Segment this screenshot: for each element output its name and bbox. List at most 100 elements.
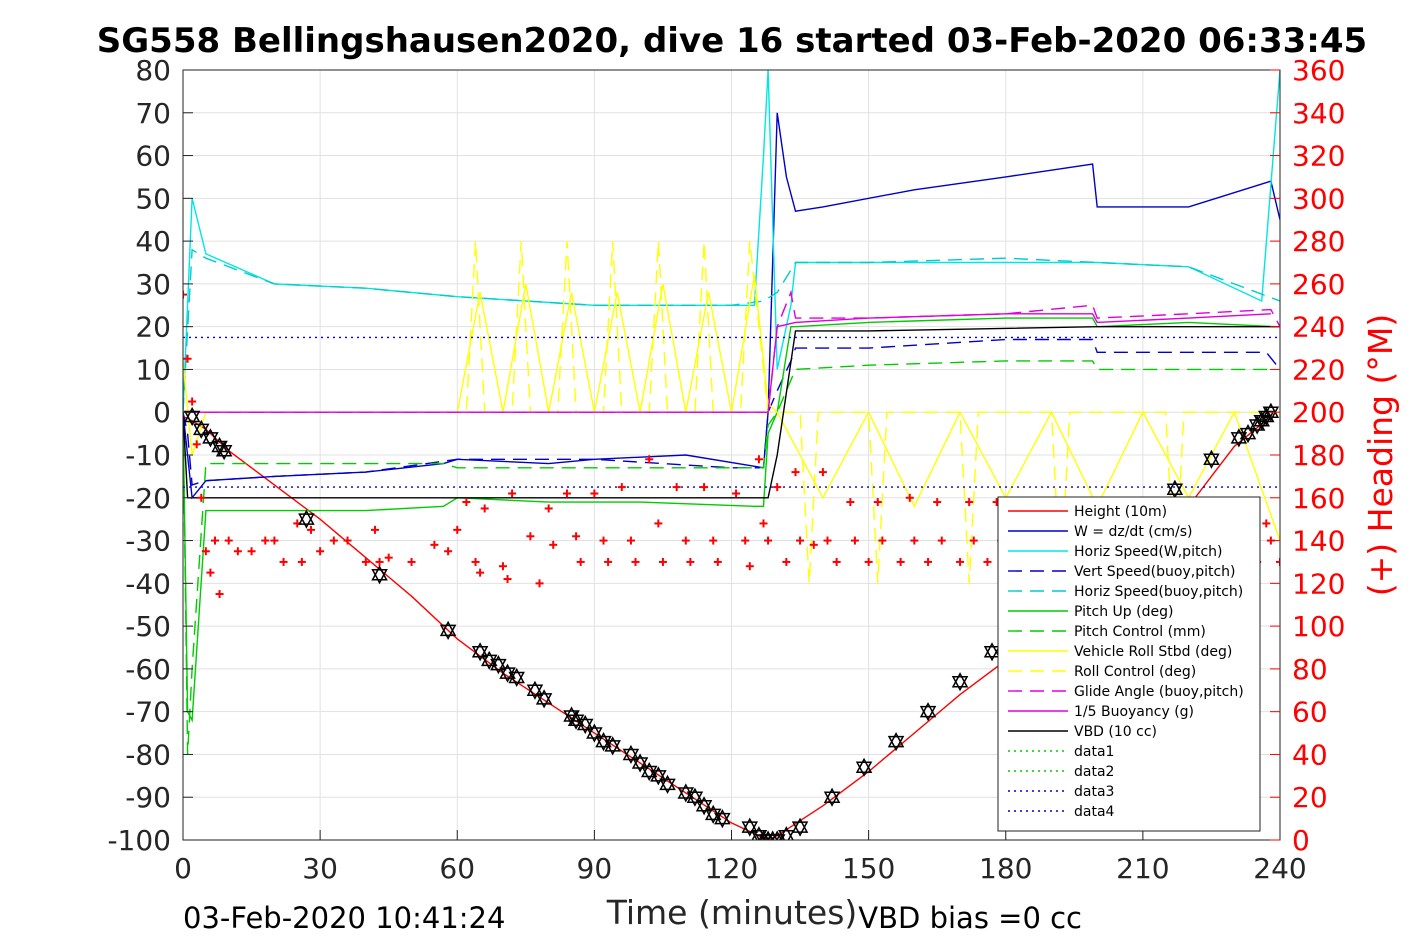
heading-marker — [983, 557, 992, 566]
heading-marker — [937, 536, 946, 545]
heading-marker — [462, 498, 471, 507]
legend: Height (10m) W = dz/dt (cm/s) Horiz Speed(… — [997, 496, 1261, 832]
footer-timestamp: 03-Feb-2020 10:41:24 — [183, 901, 505, 935]
depth-fix-marker — [1262, 402, 1280, 422]
heading-marker — [247, 547, 256, 556]
heading-marker — [1276, 557, 1280, 566]
heading-marker — [873, 498, 882, 507]
heading-marker — [562, 489, 571, 498]
heading-marker — [850, 536, 859, 545]
depth-fix-marker — [714, 809, 731, 829]
heading-marker — [498, 562, 507, 571]
y-tick-label: -20 — [125, 482, 171, 515]
heading-marker — [306, 525, 315, 534]
depth-fix-marker — [604, 736, 621, 756]
heading-marker — [709, 536, 718, 545]
right-tick-label: 300 — [1292, 182, 1345, 215]
heading-marker — [206, 568, 215, 577]
heading-marker — [224, 536, 233, 545]
depth-fix-marker — [695, 796, 713, 816]
heading-marker — [535, 579, 544, 588]
series-line — [183, 313, 1271, 413]
heading-marker — [297, 557, 306, 566]
heading-marker — [759, 519, 768, 528]
right-tick-label: 240 — [1292, 311, 1345, 344]
y-tick-label: -60 — [125, 653, 171, 686]
depth-fix-marker — [887, 732, 905, 752]
legend-entry: Vert Speed(buoy,pitch) — [1074, 564, 1236, 580]
right-tick-label: 160 — [1292, 482, 1345, 515]
right-tick-label: 80 — [1292, 653, 1328, 686]
heading-marker — [471, 557, 480, 566]
heading-marker — [956, 557, 965, 566]
depth-fix-marker — [1166, 479, 1184, 499]
heading-marker — [526, 532, 535, 541]
x-axis-label: Time (minutes) — [606, 893, 858, 932]
depth-fix-marker — [535, 689, 553, 709]
x-tick-label: 90 — [577, 852, 613, 885]
x-tick-label: 240 — [1253, 852, 1306, 885]
y-tick-label: 80 — [135, 54, 171, 87]
right-tick-label: 120 — [1292, 567, 1345, 600]
depth-fix-marker — [526, 680, 544, 700]
right-tick-label: 60 — [1292, 696, 1328, 729]
right-axis-label: (+) Heading (°M) — [1361, 314, 1400, 596]
depth-fix-marker — [508, 667, 525, 688]
heading-marker — [631, 557, 640, 566]
right-tick-label: 220 — [1292, 353, 1345, 386]
depth-fix-marker — [202, 428, 219, 448]
y-tick-label: 0 — [153, 396, 171, 429]
heading-marker — [197, 493, 206, 502]
heading-marker — [503, 575, 512, 584]
heading-marker — [764, 536, 773, 545]
heading-marker — [823, 536, 832, 545]
depth-fix-marker — [983, 642, 1001, 662]
y-tick-label: 10 — [135, 353, 171, 386]
heading-marker — [672, 483, 681, 492]
depth-fix-marker — [490, 655, 507, 675]
heading-marker — [686, 557, 695, 566]
heading-marker — [933, 498, 942, 507]
depth-fix-marker — [855, 757, 873, 777]
depth-fix-marker — [1239, 424, 1257, 444]
heading-marker — [965, 498, 974, 507]
legend-entry: Horiz Speed(buoy,pitch) — [1074, 584, 1243, 600]
x-axis-ticks: 0 30 60 90 120 150 180 210 240 — [174, 830, 1307, 885]
depth-fix-marker — [215, 441, 233, 461]
heading-marker — [233, 547, 242, 556]
depth-fix-marker — [183, 406, 201, 427]
heading-marker — [215, 590, 224, 599]
heading-marker — [343, 536, 352, 545]
legend-entry: data1 — [1074, 744, 1114, 760]
y-tick-label: -40 — [125, 567, 171, 600]
series-line — [183, 248, 1280, 413]
legend-entry: data3 — [1074, 784, 1114, 800]
heading-marker — [741, 536, 750, 545]
y-tick-label: 70 — [135, 97, 171, 130]
right-tick-label: 260 — [1292, 268, 1345, 301]
depth-fix-marker — [631, 753, 649, 773]
legend-entry: VBD (10 cc) — [1074, 724, 1157, 740]
y-tick-label: 30 — [135, 268, 171, 301]
y-tick-label: 50 — [135, 182, 171, 215]
right-tick-label: 320 — [1292, 140, 1345, 173]
heading-marker — [681, 536, 690, 545]
legend-box — [997, 496, 1261, 832]
heading-marker — [796, 536, 805, 545]
heading-marker — [818, 468, 827, 477]
heading-marker — [329, 536, 338, 545]
right-tick-label: 0 — [1292, 824, 1310, 857]
heading-marker — [905, 493, 914, 502]
x-tick-label: 150 — [842, 852, 895, 885]
legend-entry: Vehicle Roll Stbd (deg) — [1074, 644, 1232, 660]
heading-marker — [210, 536, 219, 545]
series-line — [183, 317, 1276, 723]
right-tick-label: 360 — [1292, 54, 1345, 87]
heading-marker — [773, 483, 782, 492]
heading-marker — [183, 290, 187, 299]
right-tick-label: 140 — [1292, 525, 1345, 558]
depth-fix-marker — [650, 766, 667, 786]
legend-entry: Pitch Control (mm) — [1074, 624, 1206, 640]
legend-entry: Height (10m) — [1074, 504, 1167, 520]
depth-fix-marker — [193, 419, 210, 439]
